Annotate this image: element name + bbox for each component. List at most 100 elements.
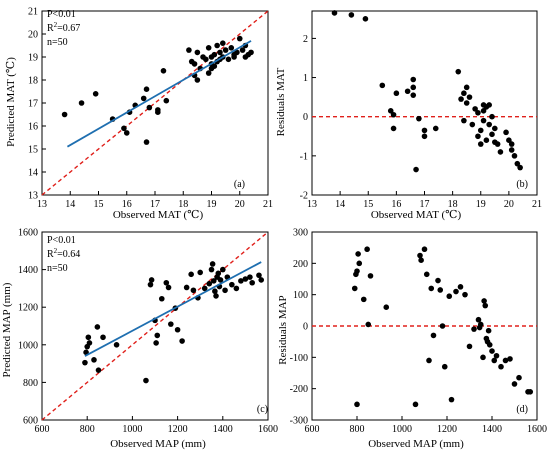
panel-c-data-point (201, 285, 208, 292)
panel-a-data-point (146, 104, 153, 111)
panel-d-data-point (418, 257, 424, 264)
panel-d-data-point (491, 357, 498, 364)
panel-b-data-point (404, 88, 411, 95)
panel-a-data-point (61, 111, 68, 118)
panel-d-y-tick-label: -100 (290, 353, 308, 364)
panel-b-data-point (466, 94, 473, 100)
panel-d-data-point (423, 271, 430, 278)
panel-c-data-point (190, 287, 197, 294)
panel-c-data-point (158, 295, 165, 302)
panel-b-data-point (393, 90, 400, 97)
panel-a-y-tick-label: 20 (28, 30, 38, 41)
panel-d-data-point (356, 260, 363, 267)
panel-a-x-tick-label: 18 (178, 199, 188, 210)
panel-b-y-tick-label: 0 (303, 112, 308, 123)
panel-c-data-point (217, 277, 224, 283)
panel-a-data-point (217, 49, 223, 56)
panel-c-stats-p: P<0.01 (47, 235, 76, 246)
panel-c-data-point (247, 274, 253, 280)
panel-a-data-point (242, 54, 249, 60)
panel-d-data-point (354, 401, 360, 408)
panel-d-data-point (462, 291, 468, 298)
panel-d-ylabel: Residuals MAP (277, 295, 289, 364)
panel-a-regression-line (66, 40, 252, 148)
panel-b-data-point (494, 141, 501, 147)
panel-d-data-point (498, 363, 504, 370)
panel-c-data-point (222, 287, 228, 294)
panel-c-data-point (86, 340, 93, 346)
panel-d-x-tick-label: 1600 (527, 424, 547, 435)
panel-c-x-tick-label: 600 (35, 424, 50, 435)
panel-c-data-point (206, 280, 213, 287)
panel-d-data-point (466, 343, 473, 350)
panel-d-data-point (457, 284, 464, 290)
panel-a-label: (a) (234, 179, 245, 190)
panel-c-data-point (220, 266, 226, 273)
panel-c-data-point (147, 281, 154, 288)
panel-a-data-point (194, 49, 201, 56)
panel-b-data-point (480, 117, 487, 124)
panel-d-data-point (355, 251, 361, 257)
panel-a-data-point (211, 63, 218, 69)
panel-b-x-tick-label: 14 (335, 199, 345, 210)
panel-c-data-point (188, 271, 194, 278)
panel-c-data-point (91, 357, 97, 363)
panel-d-data-point (426, 357, 432, 364)
panel-b-frame (311, 10, 538, 196)
panel-d-data-point (437, 287, 444, 293)
panel-b-data-point (511, 153, 518, 159)
panel-b-y-tick-label: -2 (300, 191, 308, 202)
panel-a-stats-r2: R2=0.67 (47, 21, 80, 34)
panel-b-data-point (390, 111, 397, 118)
panel-d-y-tick-label: 200 (293, 259, 308, 270)
panel-a-data-point (208, 54, 215, 60)
panel-c-label: (c) (257, 404, 268, 415)
panel-a-data-point (140, 95, 147, 102)
panel-c-data-point (249, 279, 255, 286)
panel-c-data-point (197, 269, 203, 276)
panel-a-data-point (234, 49, 240, 56)
panel-b-data-point (477, 141, 484, 147)
panel-b-y-tick-label: -1 (300, 151, 308, 162)
panel-d-data-point (435, 277, 441, 284)
panel-a-data-point (123, 130, 130, 136)
panel-c-data-point (163, 279, 170, 286)
panel-c-data-point (238, 278, 244, 284)
panel-a-x-tick-label: 20 (235, 199, 245, 210)
panel-d-y-tick-label: 0 (303, 322, 308, 333)
panel-a-data-point (194, 77, 201, 83)
panel-d-xlabel: Observed MAP (mm) (368, 438, 464, 450)
panel-b-data-point (463, 84, 470, 91)
panel-b-ylabel: Residuals MAT (275, 67, 287, 136)
panel-d-data-point (412, 401, 419, 408)
panel-b-data-point (477, 127, 484, 134)
panel-a-x-tick-label: 13 (37, 199, 47, 210)
panel-c-predicted-vs-observed-map: P<0.01 R2=0.64 n=50 (c) Observed MAP (mm… (1, 228, 278, 451)
panel-c-data-point (215, 270, 222, 277)
panel-c-data-point (113, 342, 120, 348)
panel-b-data-point (489, 131, 495, 138)
panel-d-data-point (485, 327, 492, 334)
panel-a-data-point (163, 97, 170, 104)
panel-d-data-point (446, 293, 453, 300)
panel-a-data-point (231, 54, 237, 60)
panel-a-data-point (214, 42, 220, 49)
panel-a-y-tick-label: 21 (28, 7, 38, 18)
panel-d-x-tick-label: 1000 (392, 424, 412, 435)
panel-a-data-point (143, 139, 150, 145)
panel-c-data-point (256, 272, 262, 279)
panel-a-y-tick-label: 18 (28, 76, 38, 87)
panel-c-data-point (143, 377, 149, 384)
panel-c-stats-r2: R2=0.64 (47, 247, 80, 260)
panel-a-data-point (222, 47, 229, 53)
panel-b-data-point (416, 115, 422, 122)
panel-a-data-point (143, 86, 150, 92)
panel-b-data-point (413, 166, 419, 173)
panel-c-xlabel: Observed MAP (mm) (110, 438, 206, 450)
panel-a-x-tick-label: 17 (150, 199, 160, 210)
panel-c-x-tick-label: 1400 (213, 424, 233, 435)
panel-d-x-tick-label: 1200 (437, 424, 457, 435)
panel-a-data-point (191, 61, 198, 67)
panel-b-data-point (461, 117, 467, 124)
panel-c-x-tick-label: 1600 (258, 424, 278, 435)
